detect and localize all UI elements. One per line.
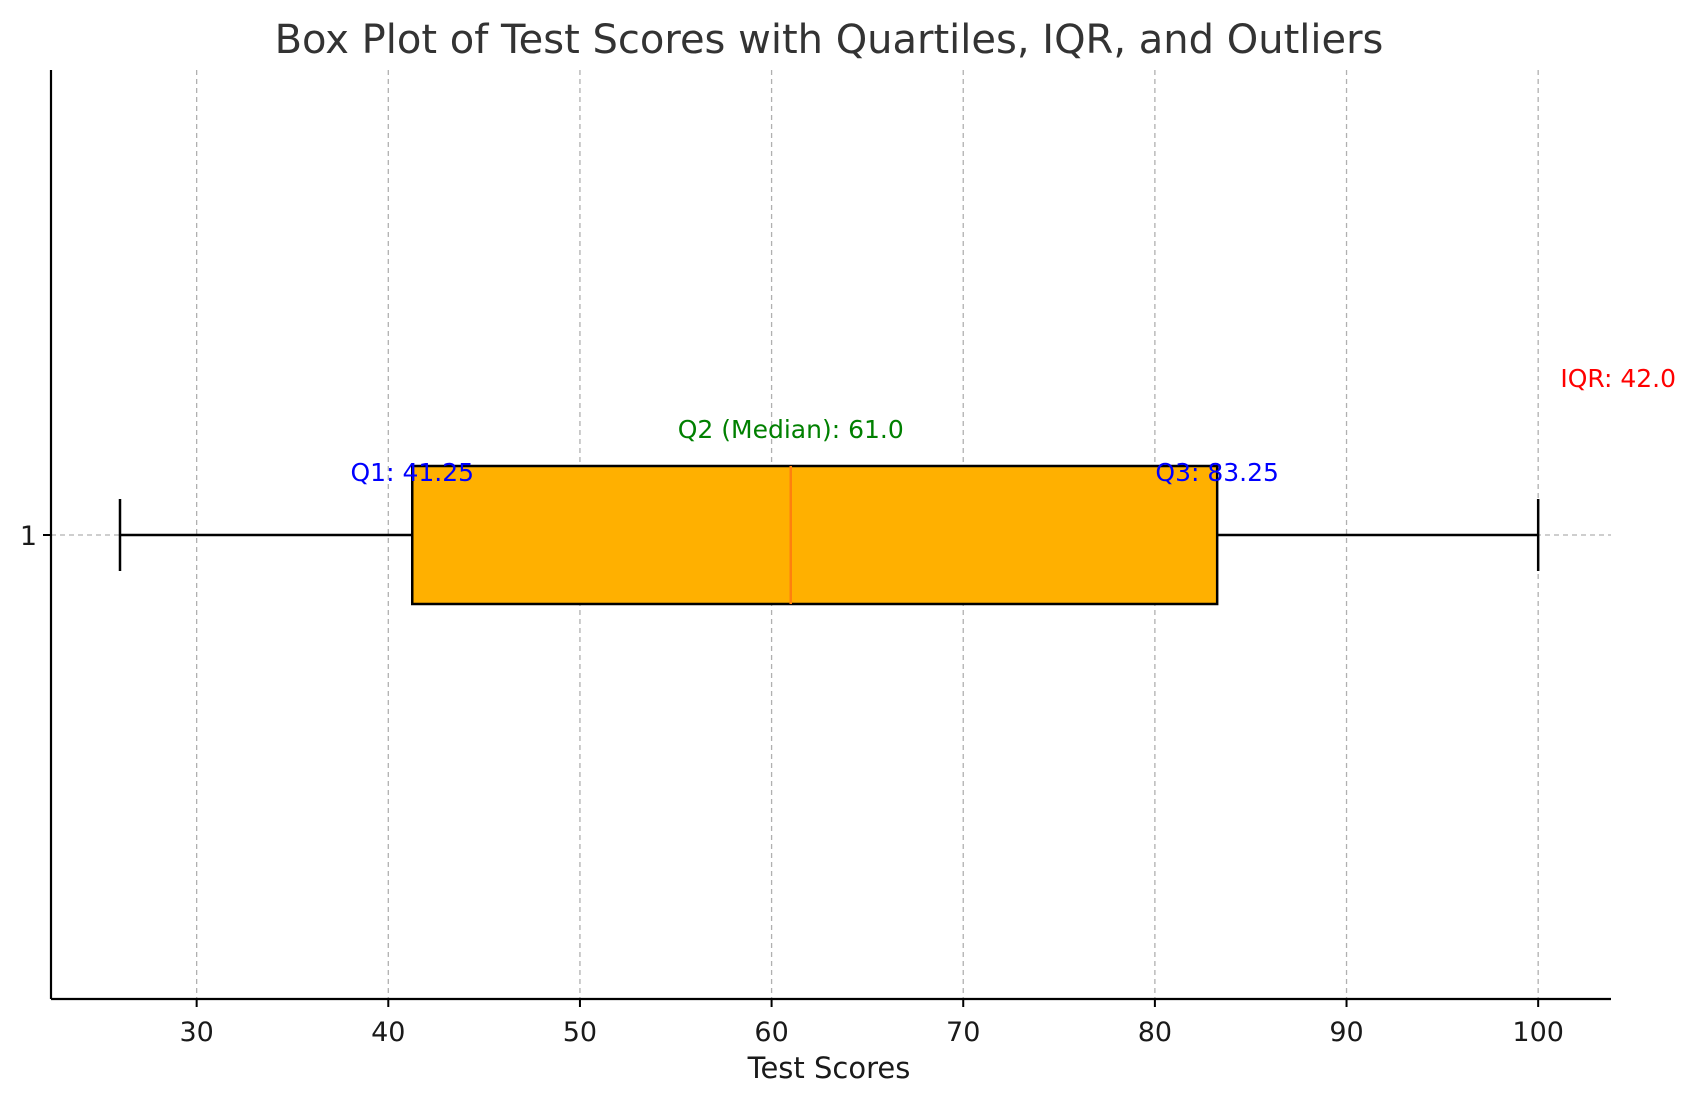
iqr-box (411, 464, 1219, 606)
x-tick-label: 60 (754, 1017, 788, 1048)
chart-title: Box Plot of Test Scores with Quartiles, … (275, 17, 1384, 63)
annotation-q1: Q1: 41.25 (350, 458, 474, 487)
annotation-q3: Q3: 83.25 (1155, 458, 1279, 487)
x-tick-label: 80 (1138, 1017, 1172, 1048)
x-tick-label: 30 (179, 1017, 213, 1048)
annotation-q2: Q2 (Median): 61.0 (678, 415, 904, 444)
x-tick-label: 100 (1512, 1017, 1564, 1048)
y-tick-label: 1 (20, 521, 37, 552)
x-tick-label: 50 (563, 1017, 597, 1048)
x-tick-label: 70 (946, 1017, 980, 1048)
annotation-iqr: IQR: 42.0 (1560, 364, 1676, 393)
x-tick-label: 40 (371, 1017, 405, 1048)
plot-area: 30 40 50 60 70 80 90 100 1 Q1: 41.25 Q2 (Median): … (20, 70, 1676, 1048)
x-tick-label: 90 (1329, 1017, 1363, 1048)
x-axis-label: Test Scores (747, 1051, 911, 1085)
